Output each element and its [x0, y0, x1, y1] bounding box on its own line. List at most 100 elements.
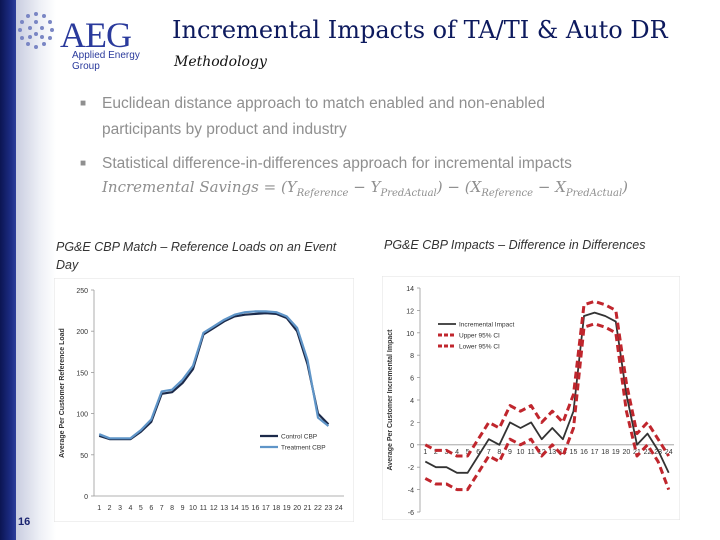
- bullet-1-line-1: Euclidean distance approach to match ena…: [102, 95, 545, 112]
- legend-label: Upper 95% CI: [459, 333, 500, 340]
- formula-close-paren-2: ): [622, 178, 629, 196]
- y-tick-label: 250: [76, 288, 88, 295]
- x-tick-label: 24: [665, 449, 673, 456]
- logo-globe-icon: [18, 12, 54, 49]
- formula-open-paren-2: (: [464, 178, 471, 196]
- formula-lhs: Incremental Savings: [102, 178, 259, 196]
- left-chart-caption: PG&E CBP Match – Reference Loads on an E…: [56, 240, 337, 272]
- x-tick-label: 2: [434, 449, 438, 456]
- formula-x2-sub: PredActual: [565, 188, 623, 199]
- bullet-1-line-2: participants by product and industry: [102, 121, 347, 138]
- y-tick-label: 0: [84, 494, 88, 501]
- y-axis-title: Average Per Customer Reference Load: [59, 328, 66, 458]
- y-tick-label: 100: [76, 412, 88, 419]
- x-tick-label: 4: [129, 505, 133, 512]
- x-tick-label: 20: [293, 505, 301, 512]
- x-tick-label: 11: [200, 505, 207, 512]
- formula-minus: −: [353, 178, 366, 196]
- x-tick-label: 4: [455, 449, 459, 456]
- formula-open-paren-1: (: [280, 178, 287, 196]
- y-tick-label: -4: [408, 488, 414, 495]
- y-tick-label: 200: [76, 329, 88, 336]
- formula-minus-3: −: [537, 178, 551, 196]
- slide-title: Incremental Impacts of TA/TI & Auto DR: [172, 16, 668, 44]
- y-tick-label: 150: [76, 370, 88, 377]
- chart-frame: [54, 278, 354, 522]
- formula-x2: X: [555, 178, 566, 196]
- x-tick-label: 19: [612, 449, 620, 456]
- x-tick-label: 3: [118, 505, 122, 512]
- legend-label: Lower 95% CI: [459, 344, 500, 351]
- logo-wordmark: AEG: [60, 15, 132, 55]
- legend-label: Treatment CBP: [281, 445, 326, 452]
- y-tick-label: 14: [406, 286, 414, 293]
- x-tick-label: 18: [272, 505, 280, 512]
- x-tick-label: 23: [324, 505, 332, 512]
- formula-close-paren-1: ): [436, 178, 443, 196]
- x-tick-label: 21: [304, 505, 312, 512]
- x-tick-label: 12: [210, 505, 218, 512]
- x-tick-label: 16: [580, 449, 588, 456]
- x-tick-label: 22: [314, 505, 322, 512]
- x-tick-label: 10: [517, 449, 525, 456]
- x-tick-label: 9: [508, 449, 512, 456]
- x-tick-label: 11: [527, 449, 534, 456]
- y-tick-label: 2: [410, 420, 414, 427]
- x-tick-label: 19: [283, 505, 291, 512]
- slide-subtitle: Methodology: [174, 54, 267, 70]
- x-tick-label: 6: [476, 449, 480, 456]
- formula-y2-sub: PredActual: [380, 188, 437, 199]
- x-tick-label: 1: [97, 505, 101, 512]
- x-tick-label: 2: [108, 505, 112, 512]
- x-tick-label: 16: [252, 505, 260, 512]
- legend-label: Control CBP: [281, 434, 317, 441]
- y-tick-label: 4: [410, 398, 414, 405]
- y-tick-label: 10: [406, 331, 414, 338]
- formula-x1: X: [470, 178, 482, 196]
- x-tick-label: 7: [487, 449, 491, 456]
- right-chart-caption: PG&E CBP Impacts – Difference in Differe…: [384, 238, 646, 252]
- x-tick-label: 20: [622, 449, 630, 456]
- x-tick-label: 21: [633, 449, 641, 456]
- y-tick-label: 0: [410, 443, 414, 450]
- page-number: 16: [18, 516, 31, 528]
- left-gradient-strip: [16, 0, 56, 540]
- x-tick-label: 17: [591, 449, 599, 456]
- y-tick-label: -6: [408, 510, 414, 517]
- bullet-dot-icon: ■: [80, 98, 87, 109]
- reference-load-chart: 0 50 100 150 200 250 1 2 3 4 5 6 7 8 9 10 11 12 13 14 15 16 17…: [54, 278, 354, 522]
- formula-x1-sub: Reference: [481, 188, 534, 199]
- y-tick-label: 6: [410, 376, 414, 383]
- x-tick-label: 15: [570, 449, 578, 456]
- x-tick-label: 18: [601, 449, 609, 456]
- x-tick-label: 13: [548, 449, 556, 456]
- formula-y1-sub: Reference: [296, 188, 349, 199]
- x-tick-label: 14: [231, 505, 239, 512]
- chart-frame: [382, 276, 680, 520]
- x-tick-label: 17: [262, 505, 270, 512]
- y-tick-label: -2: [408, 465, 414, 472]
- x-tick-label: 5: [139, 505, 143, 512]
- series-line-treatment-cbp: [98, 310, 330, 440]
- series-line-incremental-impact: [424, 311, 670, 474]
- bullet-dot-icon: ■: [80, 158, 87, 169]
- y-tick-label: 12: [406, 308, 414, 315]
- series-line-upper-95-ci: [424, 299, 670, 458]
- x-tick-label: 13: [220, 505, 228, 512]
- formula-y2: Y: [370, 178, 381, 196]
- x-tick-label: 6: [149, 505, 153, 512]
- formula-eq: =: [263, 178, 277, 196]
- x-tick-label: 10: [189, 505, 197, 512]
- x-tick-label: 5: [466, 449, 470, 456]
- x-tick-label: 9: [181, 505, 185, 512]
- x-tick-label: 15: [241, 505, 249, 512]
- y-tick-label: 50: [80, 453, 88, 460]
- x-tick-label: 3: [445, 449, 449, 456]
- company-logo: AEG Applied Energy Group: [14, 10, 164, 72]
- x-tick-label: 24: [335, 505, 343, 512]
- formula-minus-2: −: [447, 178, 460, 196]
- y-axis-title: Average Per Customer Incremental Impact: [387, 329, 394, 471]
- formula-y1: Y: [286, 178, 297, 196]
